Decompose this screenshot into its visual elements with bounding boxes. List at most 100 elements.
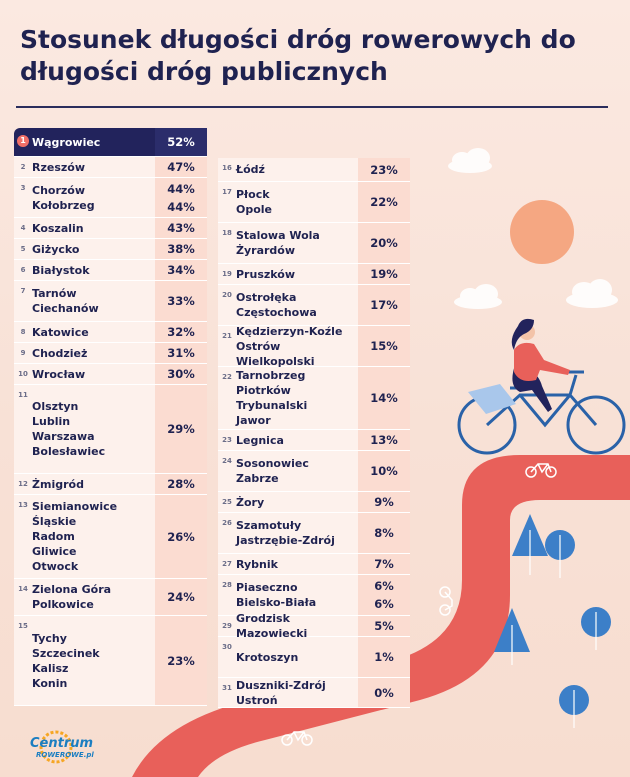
- cloud-icon: [448, 148, 492, 173]
- table-row: 23 Legnica 13%: [218, 430, 410, 451]
- city-names: Katowice: [32, 325, 155, 340]
- percent-value: 6% 6%: [358, 575, 410, 615]
- city-names: Kędzierzyn-Koźle Ostrów Wielkopolski: [236, 324, 358, 369]
- city-names: Chodzież: [32, 346, 155, 361]
- city-name: Gliwice: [32, 545, 77, 558]
- city-name: Legnica: [236, 433, 284, 447]
- percent-label: 23%: [370, 162, 398, 177]
- percent-label: 23%: [167, 653, 195, 668]
- rank-number: 31: [222, 684, 232, 692]
- percent-label: 34%: [167, 263, 195, 277]
- rank-number: 7: [20, 287, 26, 295]
- city-names: Żory: [236, 495, 358, 510]
- table-row: 31 Duszniki-Zdrój Ustroń 0%: [218, 678, 410, 708]
- percent-value: 44% 44%: [155, 178, 207, 217]
- city-name: Kalisz: [32, 661, 69, 675]
- rank-number: 17: [222, 188, 232, 196]
- rank-number: 4: [20, 224, 26, 232]
- bike-road: [132, 455, 630, 777]
- percent-value: 5%: [358, 616, 410, 636]
- city-names: Legnica: [236, 433, 358, 448]
- title-divider: [16, 106, 608, 108]
- percent-label: 44%: [167, 199, 195, 214]
- city-name: Ostrołęka: [236, 291, 297, 304]
- city-name: Duszniki-Zdrój: [236, 678, 326, 692]
- rank-number: 28: [222, 581, 232, 589]
- table-row: 16 Łódź 23%: [218, 158, 410, 182]
- percent-label: 38%: [167, 242, 195, 256]
- city-names: Szamotuły Jastrzębie-Zdrój: [236, 518, 358, 548]
- city-name: Koszalin: [32, 221, 84, 235]
- percent-label: 24%: [167, 590, 195, 604]
- percent-label: 43%: [167, 221, 195, 235]
- city-names: Wągrowiec: [32, 135, 155, 150]
- road-bike-icon: [281, 731, 313, 746]
- table-row: 12 Żmigród 28%: [14, 474, 207, 495]
- percent-label: 15%: [370, 339, 398, 353]
- cyclist-illustration: [457, 318, 626, 455]
- rank-number: 29: [222, 622, 232, 630]
- rank-number: 10: [18, 370, 28, 378]
- ranking-table-left: 1 Wągrowiec 52% 2 Rzeszów 47% 3 Chorzów Kołobrze…: [14, 128, 207, 706]
- city-names: Stalowa Wola Żyrardów: [236, 228, 358, 258]
- rank-number: 2: [20, 163, 26, 171]
- rank-number: 30: [222, 643, 232, 651]
- city-name: Kołobrzeg: [32, 198, 95, 212]
- percent-value: 20%: [358, 223, 410, 263]
- city-name: Częstochowa: [236, 306, 317, 319]
- city-names: Tarnów Ciechanów: [32, 286, 155, 316]
- city-name: Białystok: [32, 263, 90, 277]
- rank-number: 19: [222, 270, 232, 278]
- table-row: 4 Koszalin 43%: [14, 218, 207, 239]
- city-name: Stalowa Wola: [236, 229, 320, 242]
- city-names: Łódź: [236, 162, 358, 177]
- tree-icon: [559, 685, 589, 728]
- tree-icon: [512, 514, 548, 575]
- percent-label: 6%: [374, 597, 394, 611]
- road-bike-icon: [525, 463, 557, 478]
- cloud-icon: [566, 279, 618, 308]
- city-name: Żmigród: [32, 477, 84, 491]
- city-name: Zielona Góra: [32, 583, 112, 596]
- rank-number: 1: [14, 128, 32, 156]
- page-title: Stosunek długości dróg rowerowych do dłu…: [20, 25, 576, 86]
- percent-value: 33%: [155, 281, 207, 321]
- percent-value: 26%: [155, 495, 207, 578]
- percent-value: 7%: [358, 554, 410, 574]
- centrum-rowerowe-logo: Centrum ROWEROWE.pl: [22, 728, 102, 768]
- percent-label: 52%: [167, 135, 195, 149]
- city-name: Rybnik: [236, 557, 278, 571]
- table-row: 11 Olsztyn Lublin Warszawa Bolesławiec 29%: [14, 385, 207, 474]
- city-names: Grodzisk Mazowiecki: [236, 611, 358, 641]
- city-name: Lublin: [32, 415, 71, 428]
- tree-icon: [581, 607, 611, 650]
- percent-label: 20%: [370, 236, 398, 250]
- table-row: 6 Białystok 34%: [14, 260, 207, 281]
- percent-value: 34%: [155, 260, 207, 280]
- city-name: Polkowice: [32, 598, 94, 611]
- percent-value: 17%: [358, 285, 410, 325]
- percent-label: 7%: [374, 557, 394, 571]
- table-row: 1 Wągrowiec 52%: [14, 128, 207, 157]
- percent-label: 8%: [374, 526, 394, 540]
- city-name: Kędzierzyn-Koźle: [236, 324, 343, 338]
- city-names: Chorzów Kołobrzeg: [32, 183, 155, 213]
- city-name: Tarnobrzeg: [236, 369, 306, 382]
- percent-label: 6%: [374, 579, 394, 593]
- percent-value: 0%: [358, 678, 410, 707]
- percent-value: 8%: [358, 513, 410, 553]
- table-row: 19 Pruszków 19%: [218, 264, 410, 285]
- city-name: Szamotuły: [236, 519, 302, 532]
- percent-label: 29%: [167, 422, 195, 436]
- table-row: 17 Płock Opole 22%: [218, 182, 410, 223]
- rank-number: 26: [222, 519, 232, 527]
- city-names: Olsztyn Lublin Warszawa Bolesławiec: [32, 399, 155, 459]
- city-name: Radom: [32, 530, 75, 543]
- city-name: Otwock: [32, 560, 79, 573]
- rank-number: 23: [222, 436, 232, 444]
- percent-label: 17%: [370, 298, 398, 312]
- rank-number: 22: [222, 373, 232, 381]
- percent-value: 1%: [358, 637, 410, 677]
- rank-number: 8: [20, 328, 26, 336]
- rank-number: 11: [18, 391, 28, 399]
